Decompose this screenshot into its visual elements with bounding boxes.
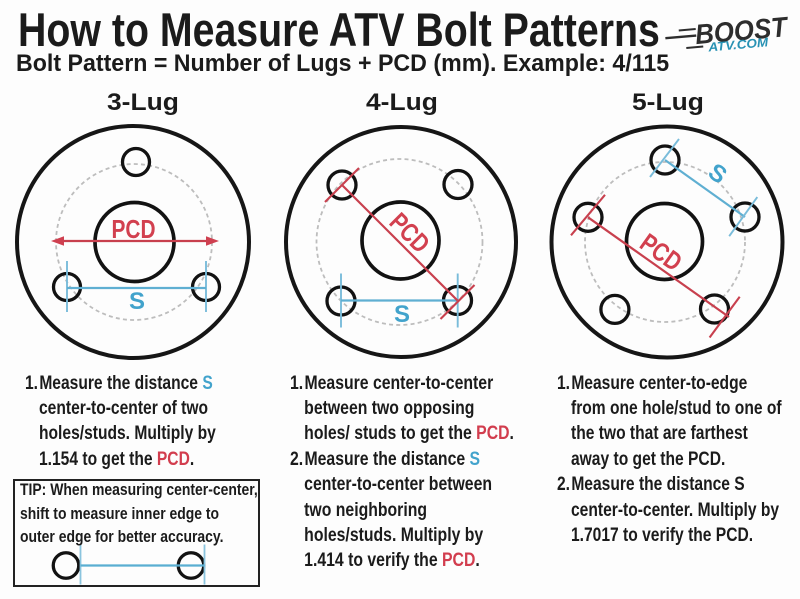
svg-text:PCD: PCD bbox=[635, 227, 688, 277]
svg-text:S: S bbox=[129, 288, 145, 315]
svg-text:S: S bbox=[394, 301, 410, 328]
svg-text:S: S bbox=[703, 158, 732, 189]
svg-text:ATV.COM: ATV.COM bbox=[707, 35, 770, 54]
svg-text:PCD: PCD bbox=[112, 214, 156, 244]
